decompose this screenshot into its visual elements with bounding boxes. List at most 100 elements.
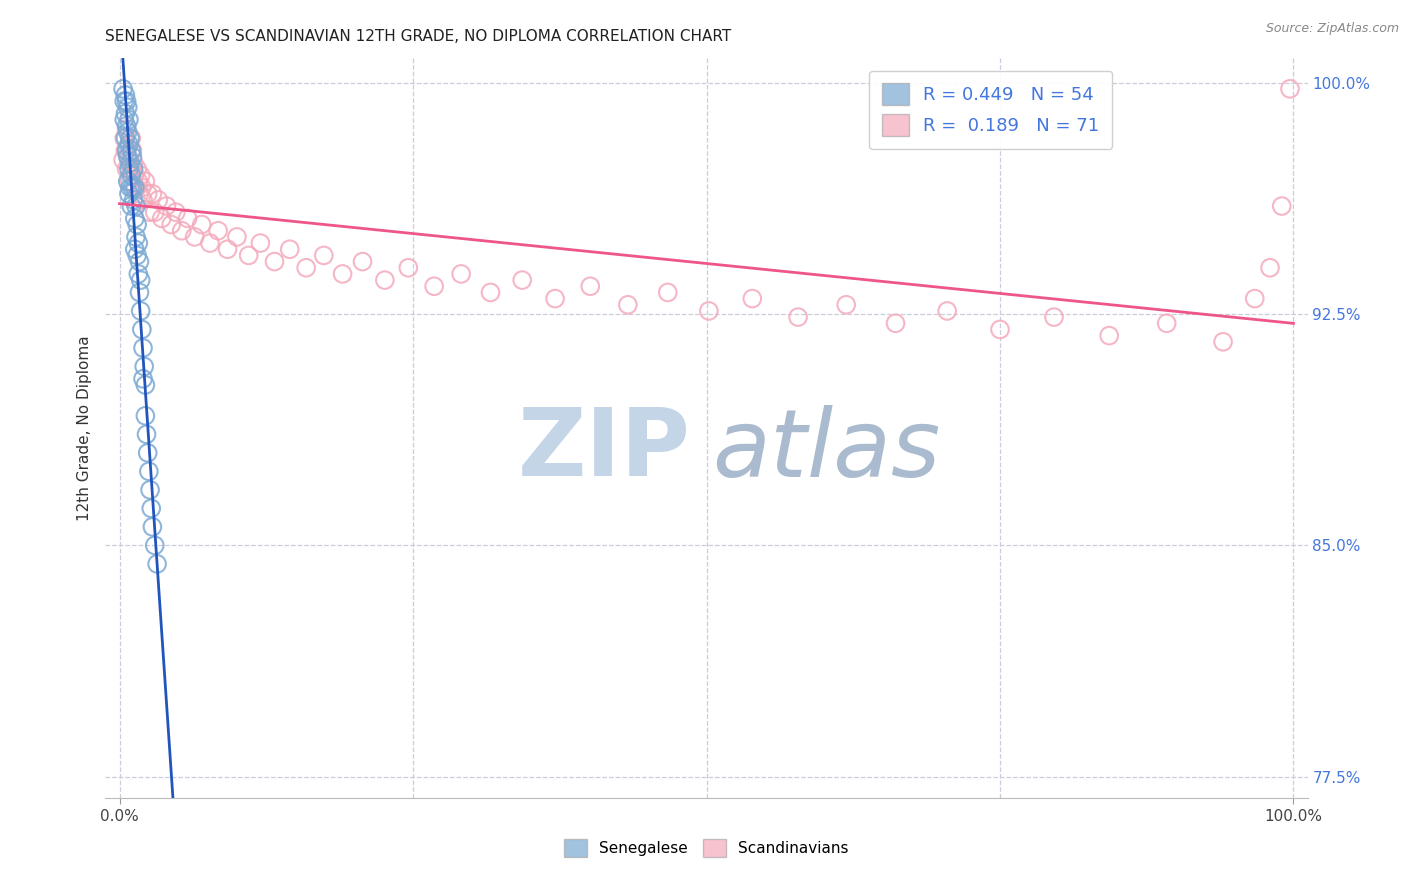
Point <box>134 378 156 392</box>
Point <box>124 211 146 226</box>
Point <box>124 168 146 182</box>
Point <box>143 205 166 219</box>
Point <box>118 137 141 152</box>
Point <box>198 236 221 251</box>
Point <box>118 112 141 127</box>
Point <box>170 224 193 238</box>
Point <box>132 372 155 386</box>
Point <box>1243 292 1265 306</box>
Point <box>115 122 138 136</box>
Point <box>120 144 142 158</box>
Point <box>125 180 148 194</box>
Legend: Senegalese, Scandinavians: Senegalese, Scandinavians <box>558 832 855 863</box>
Point <box>657 285 679 300</box>
Point <box>165 205 187 219</box>
Point <box>226 230 249 244</box>
Point <box>135 427 157 442</box>
Point <box>617 298 640 312</box>
Text: ZIP: ZIP <box>517 404 690 496</box>
Point <box>121 180 143 194</box>
Point <box>295 260 318 275</box>
Point <box>127 174 149 188</box>
Point <box>1212 334 1234 349</box>
Point <box>117 125 139 139</box>
Point <box>122 162 145 177</box>
Point <box>936 304 959 318</box>
Point <box>128 254 150 268</box>
Point <box>124 242 146 256</box>
Point <box>127 162 149 177</box>
Point <box>122 193 145 207</box>
Point <box>183 230 205 244</box>
Point <box>132 193 155 207</box>
Point <box>1278 82 1301 96</box>
Point <box>374 273 396 287</box>
Point <box>117 150 139 164</box>
Point <box>217 242 239 256</box>
Point <box>697 304 720 318</box>
Point <box>787 310 810 324</box>
Point <box>132 341 155 355</box>
Point <box>884 316 907 330</box>
Point <box>134 174 156 188</box>
Y-axis label: 12th Grade, No Diploma: 12th Grade, No Diploma <box>76 335 91 521</box>
Point <box>127 218 149 232</box>
Point <box>1271 199 1294 213</box>
Point <box>117 140 139 154</box>
Point <box>988 322 1011 336</box>
Point <box>112 82 135 96</box>
Point <box>238 248 260 262</box>
Point <box>120 174 142 188</box>
Point <box>136 446 159 460</box>
Point <box>150 211 173 226</box>
Point <box>114 88 136 103</box>
Point <box>127 267 149 281</box>
Point <box>835 298 858 312</box>
Point <box>122 156 145 170</box>
Point <box>131 322 153 336</box>
Point <box>139 483 162 497</box>
Point <box>1098 328 1121 343</box>
Point <box>115 94 138 108</box>
Point <box>114 131 136 145</box>
Point <box>176 211 198 226</box>
Point <box>278 242 301 256</box>
Point <box>127 248 149 262</box>
Text: SENEGALESE VS SCANDINAVIAN 12TH GRADE, NO DIPLOMA CORRELATION CHART: SENEGALESE VS SCANDINAVIAN 12TH GRADE, N… <box>105 29 731 45</box>
Text: atlas: atlas <box>713 405 941 496</box>
Point <box>207 224 229 238</box>
Point <box>160 218 183 232</box>
Point <box>118 153 141 167</box>
Point <box>312 248 335 262</box>
Point <box>125 230 148 244</box>
Point <box>450 267 472 281</box>
Point <box>146 557 169 571</box>
Point <box>479 285 502 300</box>
Point <box>114 144 136 158</box>
Point <box>190 218 212 232</box>
Point <box>131 180 153 194</box>
Point <box>120 180 142 194</box>
Point <box>124 180 146 194</box>
Point <box>1043 310 1066 324</box>
Point <box>125 199 148 213</box>
Point <box>332 267 354 281</box>
Point <box>128 285 150 300</box>
Point <box>112 112 135 127</box>
Point <box>127 236 149 251</box>
Point <box>115 162 138 177</box>
Point <box>121 144 143 158</box>
Point <box>118 186 141 201</box>
Point <box>143 538 166 552</box>
Point <box>579 279 602 293</box>
Point <box>118 162 141 177</box>
Point <box>120 168 142 182</box>
Point <box>129 304 152 318</box>
Point <box>121 150 143 164</box>
Point <box>423 279 446 293</box>
Point <box>148 193 170 207</box>
Point <box>138 464 160 478</box>
Point <box>128 186 150 201</box>
Point <box>141 520 163 534</box>
Point <box>120 162 142 177</box>
